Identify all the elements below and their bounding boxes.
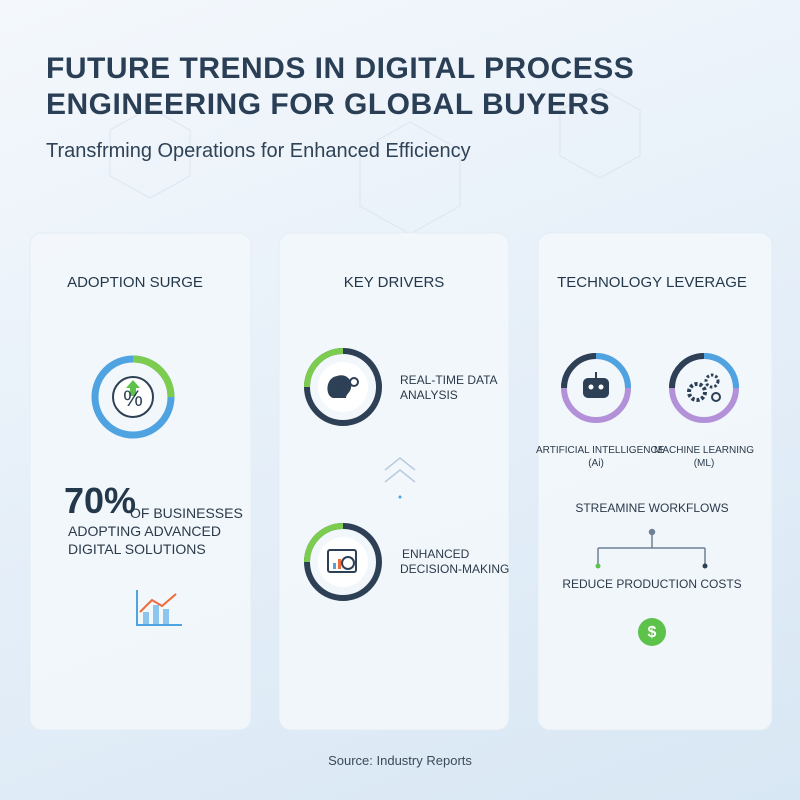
cost-icon-symbol: $ [648, 624, 657, 641]
card-title: TECHNOLOGY LEVERAGE [557, 274, 747, 291]
card [29, 232, 252, 731]
chevron [384, 457, 416, 499]
background-hexagons [109, 87, 641, 235]
stat-text: OF BUSINESSES [130, 505, 243, 521]
driver-label: ENHANCED [402, 547, 470, 561]
driver-label: REAL-TIME DATA [400, 373, 498, 387]
cost-icon [638, 618, 666, 646]
flow-bottom: REDUCE PRODUCTION COSTS [562, 577, 742, 591]
driver-label: DECISION-MAKING [400, 562, 510, 576]
cards [29, 232, 773, 731]
card-title: ADOPTION SURGE [67, 274, 203, 291]
growth-chart-icon [136, 590, 182, 626]
driver-icon-dashboard [304, 523, 382, 601]
tech-label: (Ai) [588, 458, 604, 469]
footer-source: Source: Industry Reports [328, 753, 472, 768]
adoption-icon-symbol: % [123, 386, 143, 411]
flow-top: STREAMINE WORKFLOWS [575, 501, 729, 515]
tech-label: MACHINE LEARNING [654, 445, 755, 456]
card-title: KEY DRIVERS [343, 274, 445, 291]
title-line: ENGINEERING FOR GLOBAL BUYERS [46, 88, 610, 121]
stat: 70% [64, 480, 137, 521]
adoption-icon [91, 355, 175, 439]
ai-icon [561, 353, 631, 423]
stat-text: DIGITAL SOLUTIONS [68, 541, 206, 557]
card [537, 232, 773, 731]
stat-text: ADOPTING ADVANCED [68, 523, 221, 539]
ml-icon [669, 353, 739, 423]
title-line: FUTURE TRENDS IN DIGITAL PROCESS [46, 52, 635, 85]
card [278, 232, 510, 731]
driver-icon-brain [304, 348, 382, 426]
flow-connector [595, 528, 708, 569]
driver-label: ANALYSIS [400, 388, 458, 402]
tech-label: ARTIFICIAL INTELLIGENCE [536, 445, 665, 456]
subtitle: Transfrming Operations for Enhanced Effi… [46, 140, 471, 162]
tech-label: (ML) [693, 458, 715, 469]
